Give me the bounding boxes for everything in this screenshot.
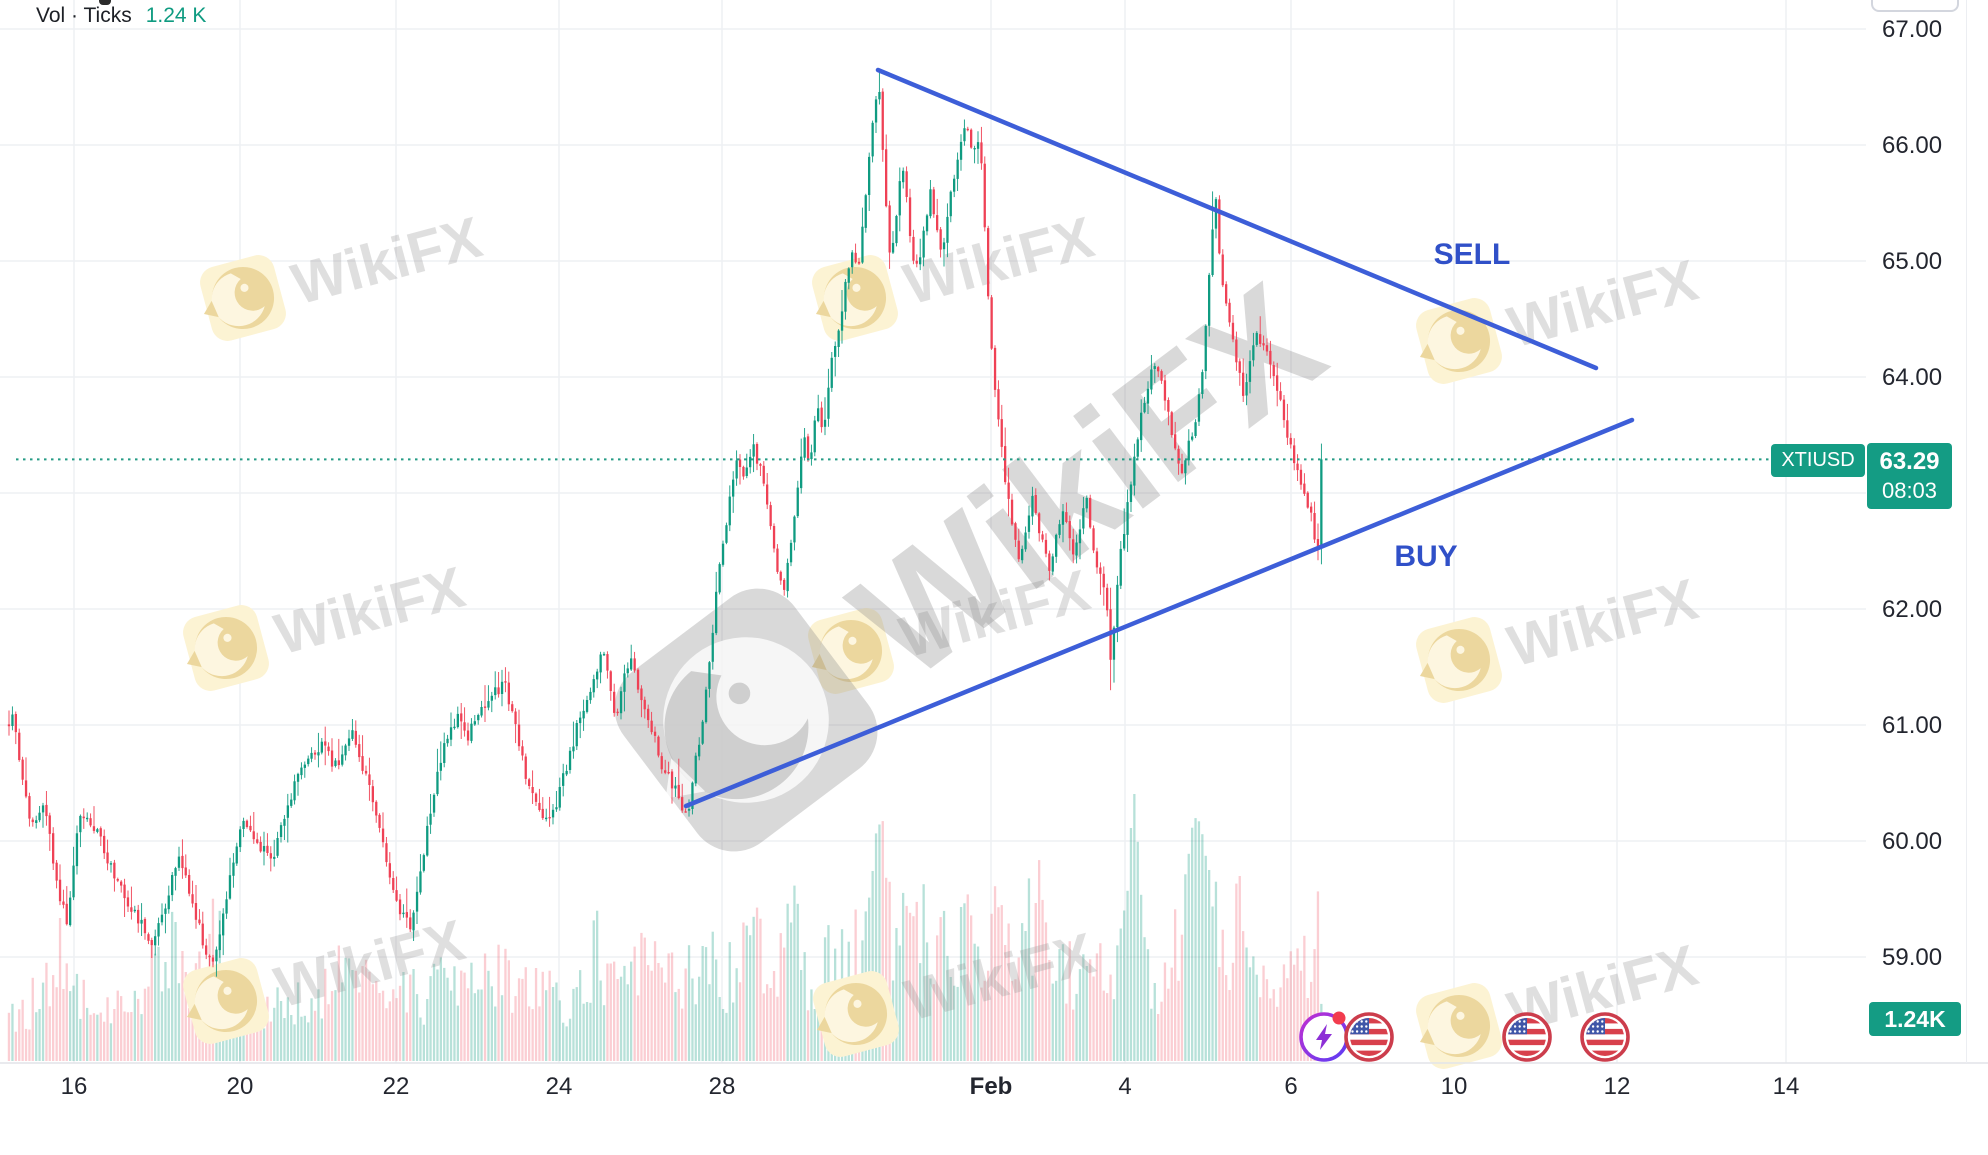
- price-axis-label: 66.00: [1882, 132, 1942, 159]
- volume-legend-value: 1.24 K: [145, 4, 207, 27]
- price-axis-label: 61.00: [1882, 712, 1942, 739]
- us-flag-icon[interactable]: [1580, 1012, 1630, 1062]
- time-axis-label: 10: [1441, 1073, 1468, 1100]
- us-flag-icon[interactable]: [1502, 1012, 1552, 1062]
- last-price: 63.29: [1879, 448, 1940, 476]
- time-axis-label: 28: [709, 1073, 736, 1100]
- time-axis-label: 6: [1284, 1073, 1297, 1100]
- clipped-axis-button[interactable]: [1871, 0, 1959, 12]
- time-axis-label: 22: [383, 1073, 410, 1100]
- price-axis-label: 65.00: [1882, 248, 1942, 275]
- trendline-label-buy: BUY: [1394, 540, 1457, 573]
- time-axis-label: 14: [1773, 1073, 1800, 1100]
- time-axis-label: 20: [227, 1073, 254, 1100]
- volume-value-badge: 1.24K: [1869, 1002, 1961, 1036]
- trendline-label-sell: SELL: [1434, 238, 1511, 271]
- symbol-label-badge: XTIUSD: [1771, 444, 1865, 477]
- event-alert-dot: [1332, 1011, 1346, 1025]
- trendline-sell[interactable]: SELL: [875, 67, 1599, 371]
- time-axis-label: 12: [1604, 1073, 1631, 1100]
- volume-value: 1.24K: [1884, 1005, 1946, 1032]
- us-flag-icon[interactable]: [1344, 1012, 1394, 1062]
- volume-legend-label: Vol · Ticks: [36, 4, 132, 27]
- time-axis[interactable]: 16 20 22 24 28 Feb 4 6 10 12 14: [61, 1073, 1800, 1100]
- symbol-name: XTIUSD: [1781, 449, 1855, 471]
- price-axis-label: 59.00: [1882, 944, 1942, 971]
- candlestick-layer: [7, 70, 1323, 977]
- price-axis-label: 62.00: [1882, 596, 1942, 623]
- grid-layer: [0, 0, 1866, 1063]
- volume-legend[interactable]: Vol · Ticks 1.24 K: [36, 4, 206, 28]
- time-axis-label: 16: [61, 1073, 88, 1100]
- time-axis-label: 4: [1118, 1073, 1131, 1100]
- price-axis-label: 67.00: [1882, 16, 1942, 43]
- price-axis-label: 60.00: [1882, 828, 1942, 855]
- price-axis[interactable]: 67.00 66.00 65.00 64.00 62.00 61.00 60.00 59.00: [1882, 16, 1942, 971]
- axis-right-border: [1966, 0, 1967, 1063]
- clipped-title-fragment: [99, 0, 111, 5]
- economic-event-icon[interactable]: [1299, 1011, 1349, 1062]
- trendline-buy[interactable]: BUY: [683, 417, 1635, 809]
- time-axis-label: 24: [546, 1073, 573, 1100]
- price-axis-label: 64.00: [1882, 364, 1942, 391]
- time-axis-label: Feb: [970, 1073, 1013, 1100]
- last-price-badge: 63.29 08:03: [1867, 443, 1952, 509]
- last-price-time: 08:03: [1881, 478, 1938, 504]
